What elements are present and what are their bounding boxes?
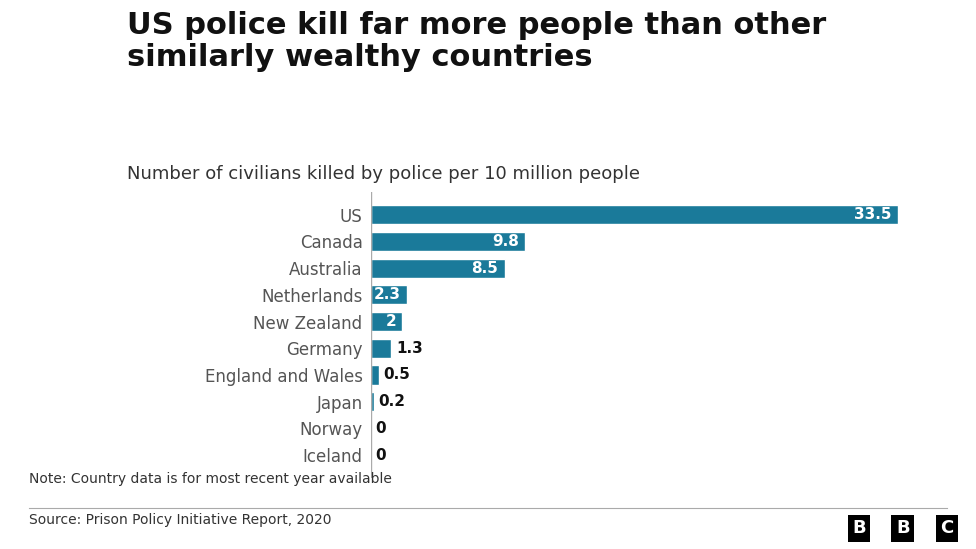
Text: US police kill far more people than other
similarly wealthy countries: US police kill far more people than othe… [127, 11, 826, 72]
Bar [371, 285, 407, 305]
Text: Number of civilians killed by police per 10 million people: Number of civilians killed by police per… [127, 165, 640, 183]
Bar [371, 312, 402, 331]
Bar [371, 339, 391, 358]
Text: 8.5: 8.5 [471, 261, 499, 276]
Text: Note: Country data is for most recent year available: Note: Country data is for most recent ye… [29, 472, 392, 486]
Bar [371, 259, 505, 278]
Text: 1.3: 1.3 [396, 341, 423, 356]
Text: 2: 2 [386, 314, 396, 329]
Text: C: C [940, 519, 954, 537]
Bar [371, 232, 525, 251]
Bar [371, 365, 379, 384]
Text: Source: Prison Policy Initiative Report, 2020: Source: Prison Policy Initiative Report,… [29, 513, 332, 528]
Text: 33.5: 33.5 [854, 207, 891, 222]
Text: 0: 0 [376, 421, 386, 436]
Text: 0: 0 [376, 447, 386, 463]
Text: 0.5: 0.5 [384, 367, 410, 383]
Text: B: B [896, 519, 910, 537]
Bar [371, 205, 898, 225]
Text: 2.3: 2.3 [374, 287, 401, 302]
Text: 9.8: 9.8 [492, 234, 518, 249]
Bar [371, 392, 374, 411]
Text: 0.2: 0.2 [379, 394, 406, 409]
Text: B: B [852, 519, 866, 537]
